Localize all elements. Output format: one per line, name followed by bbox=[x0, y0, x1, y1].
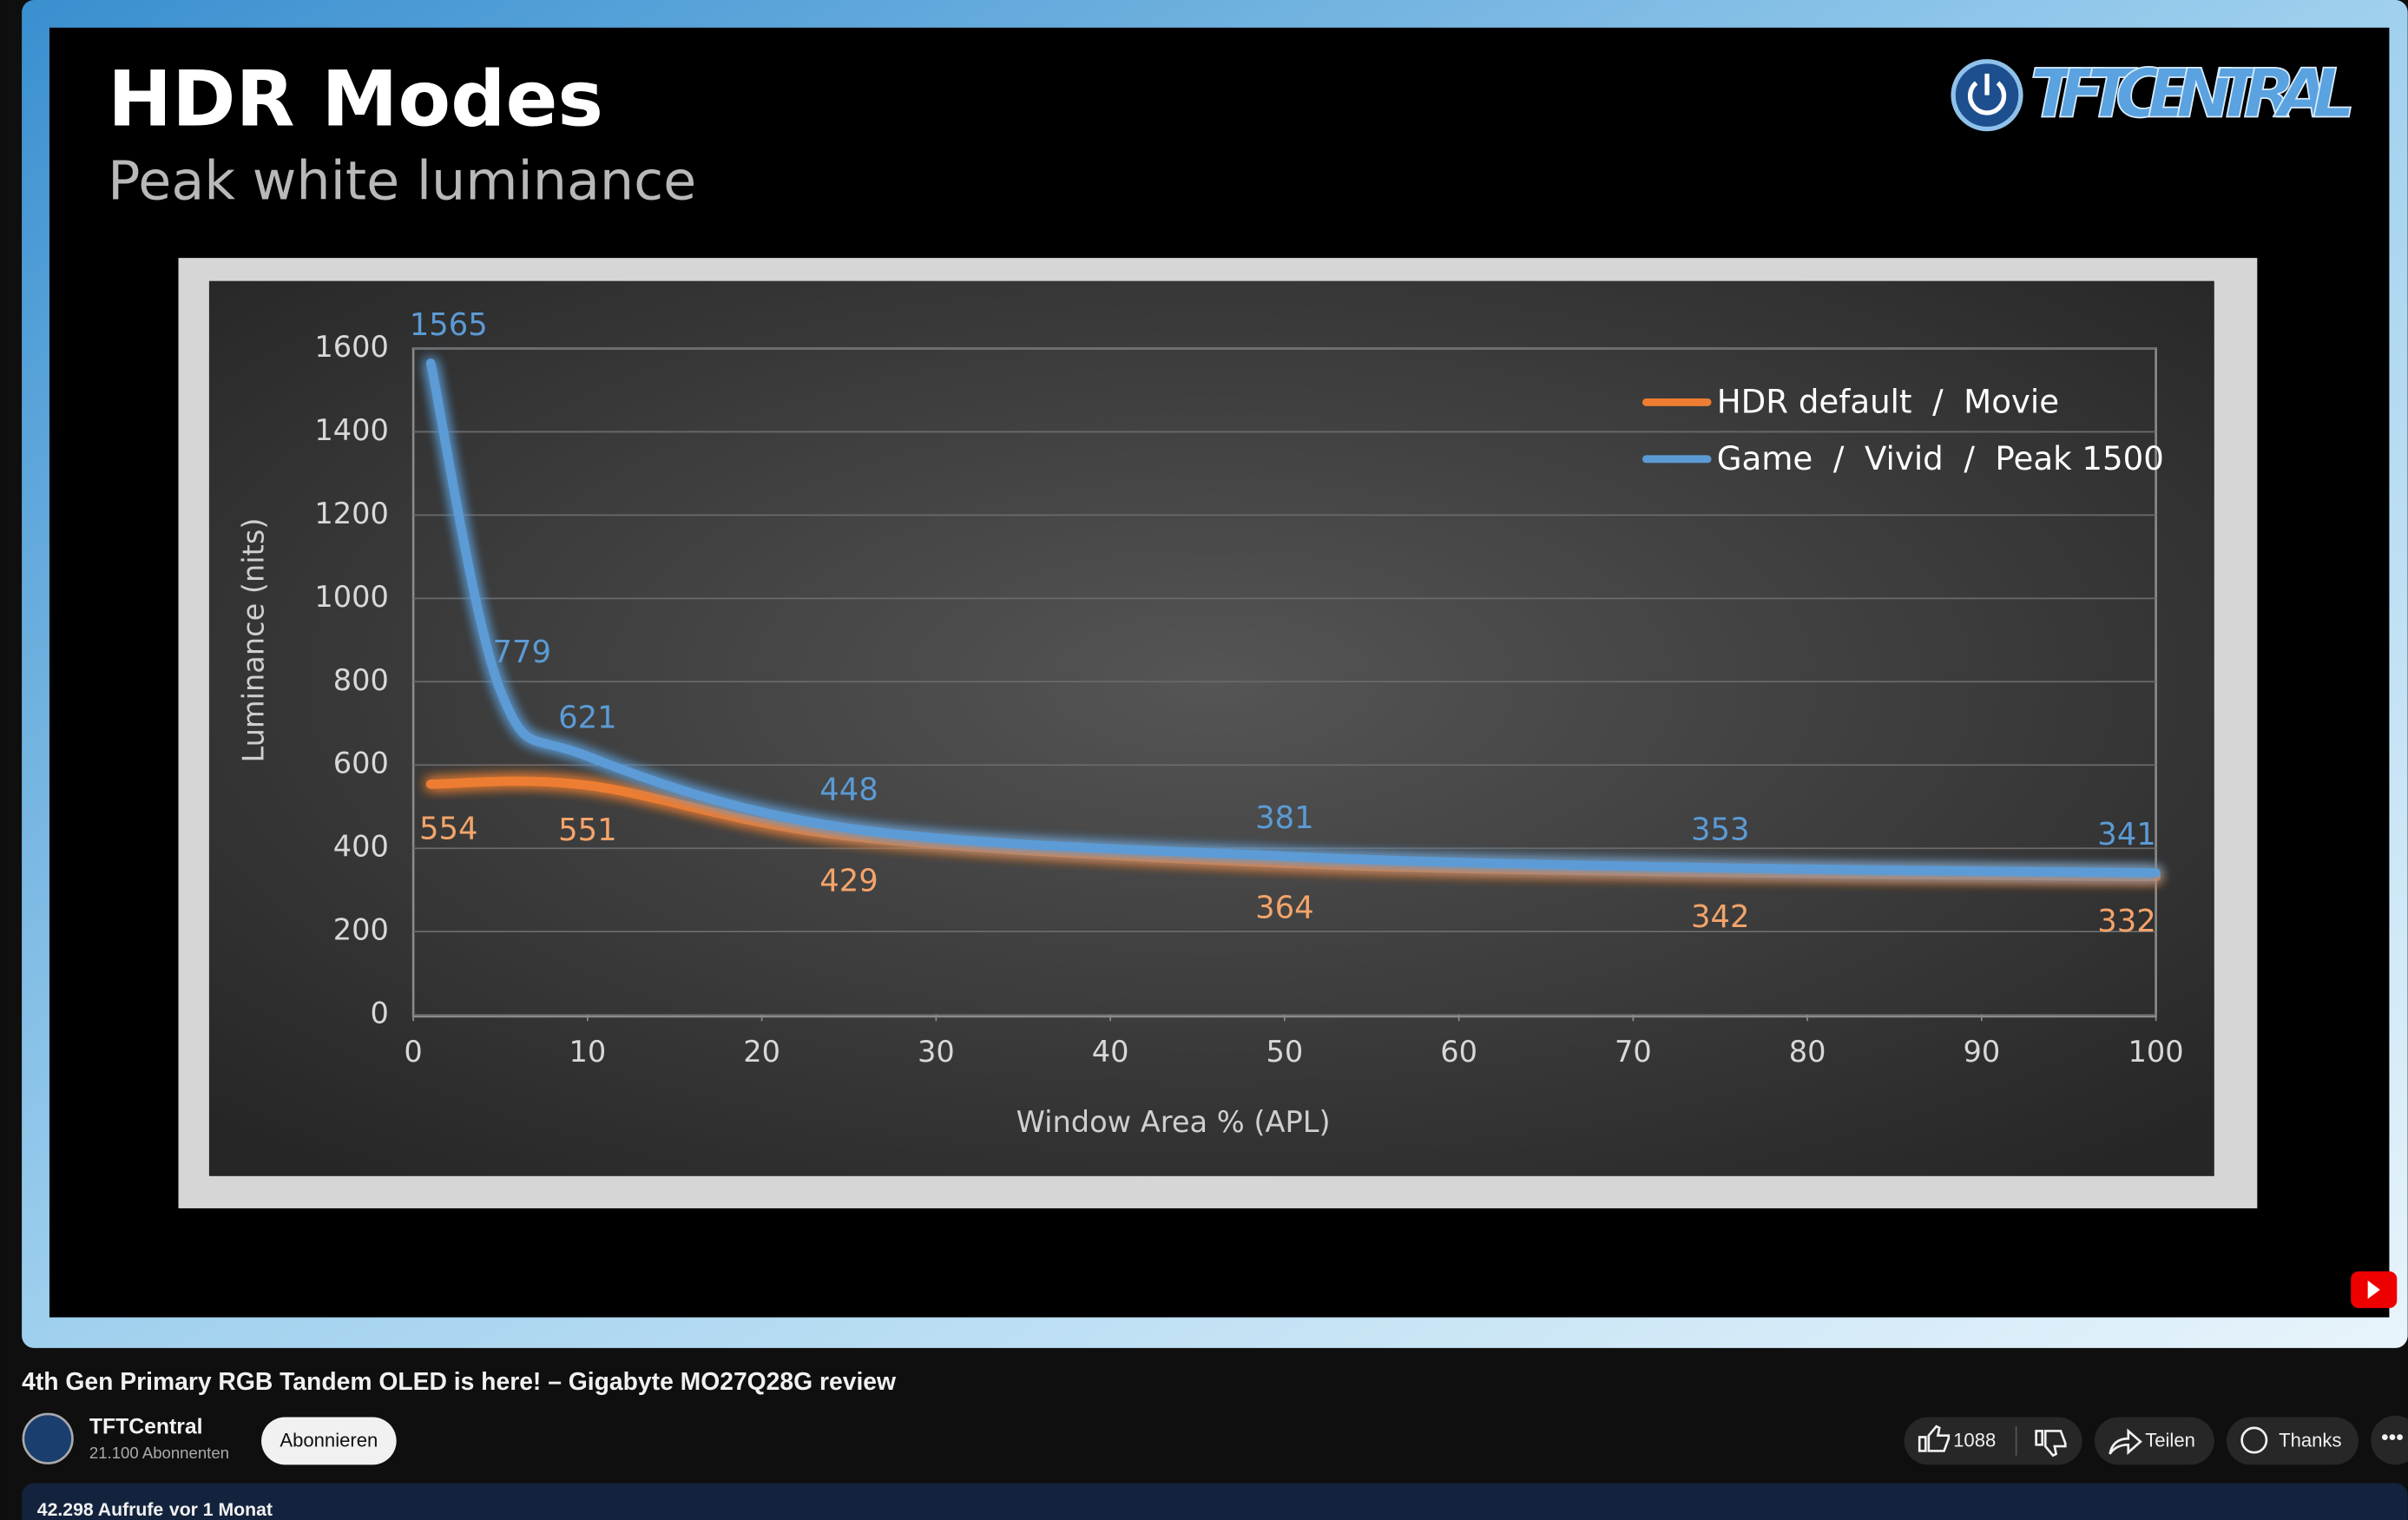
subscribe-label[interactable]: Abonnieren bbox=[280, 1430, 378, 1451]
x-tick-label: 90 bbox=[1963, 1035, 2000, 1069]
y-tick-label: 200 bbox=[333, 913, 389, 947]
data-label: 364 bbox=[1255, 891, 1313, 926]
x-axis-title: Window Area % (APL) bbox=[1016, 1105, 1331, 1139]
like-dislike-button[interactable] bbox=[1904, 1417, 2082, 1465]
x-tick-label: 20 bbox=[743, 1035, 780, 1069]
data-label: 551 bbox=[558, 813, 617, 848]
x-tick-label: 10 bbox=[569, 1035, 606, 1069]
view-count: 42.298 Aufrufe bbox=[37, 1500, 164, 1520]
y-tick-label: 1000 bbox=[314, 580, 388, 614]
y-tick-label: 1400 bbox=[314, 413, 388, 447]
logo-power bbox=[1967, 73, 2007, 115]
x-tick-label: 0 bbox=[404, 1035, 422, 1069]
data-label: 621 bbox=[558, 701, 617, 736]
play-glyph bbox=[2367, 1280, 2380, 1300]
channel-name[interactable]: TFTCentral bbox=[89, 1415, 203, 1438]
data-label: 448 bbox=[819, 773, 878, 808]
more-button[interactable] bbox=[2371, 1415, 2408, 1465]
logo-text: TFTCENTRAL bbox=[2030, 56, 2356, 134]
legend-label: Game / Vivid / Peak 1500 bbox=[1717, 440, 2164, 477]
thanks-icon[interactable] bbox=[2240, 1426, 2268, 1454]
data-label: 381 bbox=[1255, 800, 1313, 836]
slide-subtitle: Peak white luminance bbox=[108, 149, 696, 212]
y-tick-label: 1200 bbox=[314, 497, 388, 530]
more-dots[interactable]: ••• bbox=[2381, 1426, 2404, 1450]
data-label: 332 bbox=[2097, 904, 2156, 939]
chart-panel bbox=[208, 280, 2214, 1176]
x-tick-label: 70 bbox=[1615, 1035, 1652, 1069]
subscriber-count: 21.100 Abonnenten bbox=[89, 1444, 229, 1462]
y-tick-label: 400 bbox=[333, 830, 389, 864]
data-label: 353 bbox=[1691, 812, 1750, 847]
share-label[interactable]: Teilen bbox=[2145, 1430, 2195, 1451]
like-count[interactable]: 1088 bbox=[1953, 1430, 1996, 1451]
data-label: 554 bbox=[419, 811, 478, 846]
y-axis-title: Luminance (nits) bbox=[236, 518, 270, 763]
x-tick-label: 40 bbox=[1092, 1035, 1129, 1069]
share-icon[interactable] bbox=[2109, 1428, 2142, 1456]
data-label: 1565 bbox=[410, 307, 488, 343]
x-tick-label: 100 bbox=[2128, 1035, 2184, 1069]
legend-label: HDR default / Movie bbox=[1717, 384, 2059, 421]
x-tick-label: 50 bbox=[1266, 1035, 1303, 1069]
channel-avatar[interactable] bbox=[22, 1412, 74, 1464]
subscribe-button[interactable] bbox=[261, 1417, 397, 1465]
like-icon[interactable] bbox=[1918, 1425, 1951, 1452]
y-tick-label: 800 bbox=[333, 663, 389, 697]
x-tick-label: 30 bbox=[918, 1035, 955, 1069]
slide-title: HDR Modes bbox=[108, 55, 603, 144]
share-button[interactable] bbox=[2094, 1417, 2214, 1465]
data-label: 429 bbox=[819, 863, 878, 898]
dislike-icon[interactable] bbox=[2035, 1430, 2067, 1457]
x-tick-label: 60 bbox=[1440, 1035, 1477, 1069]
data-label: 342 bbox=[1691, 899, 1750, 935]
x-tick-label: 80 bbox=[1789, 1035, 1826, 1069]
series-line bbox=[425, 358, 2161, 878]
data-label: 341 bbox=[2097, 817, 2156, 852]
data-label: 779 bbox=[493, 635, 552, 670]
thanks-label[interactable]: Thanks bbox=[2279, 1430, 2341, 1451]
video-title: 4th Gen Primary RGB Tandem OLED is here!… bbox=[22, 1367, 897, 1395]
upload-age: vor 1 Monat bbox=[169, 1500, 273, 1520]
y-tick-label: 1600 bbox=[314, 330, 388, 364]
y-tick-label: 0 bbox=[370, 997, 388, 1030]
description-box[interactable] bbox=[22, 1483, 2408, 1520]
y-tick-label: 600 bbox=[333, 747, 389, 780]
